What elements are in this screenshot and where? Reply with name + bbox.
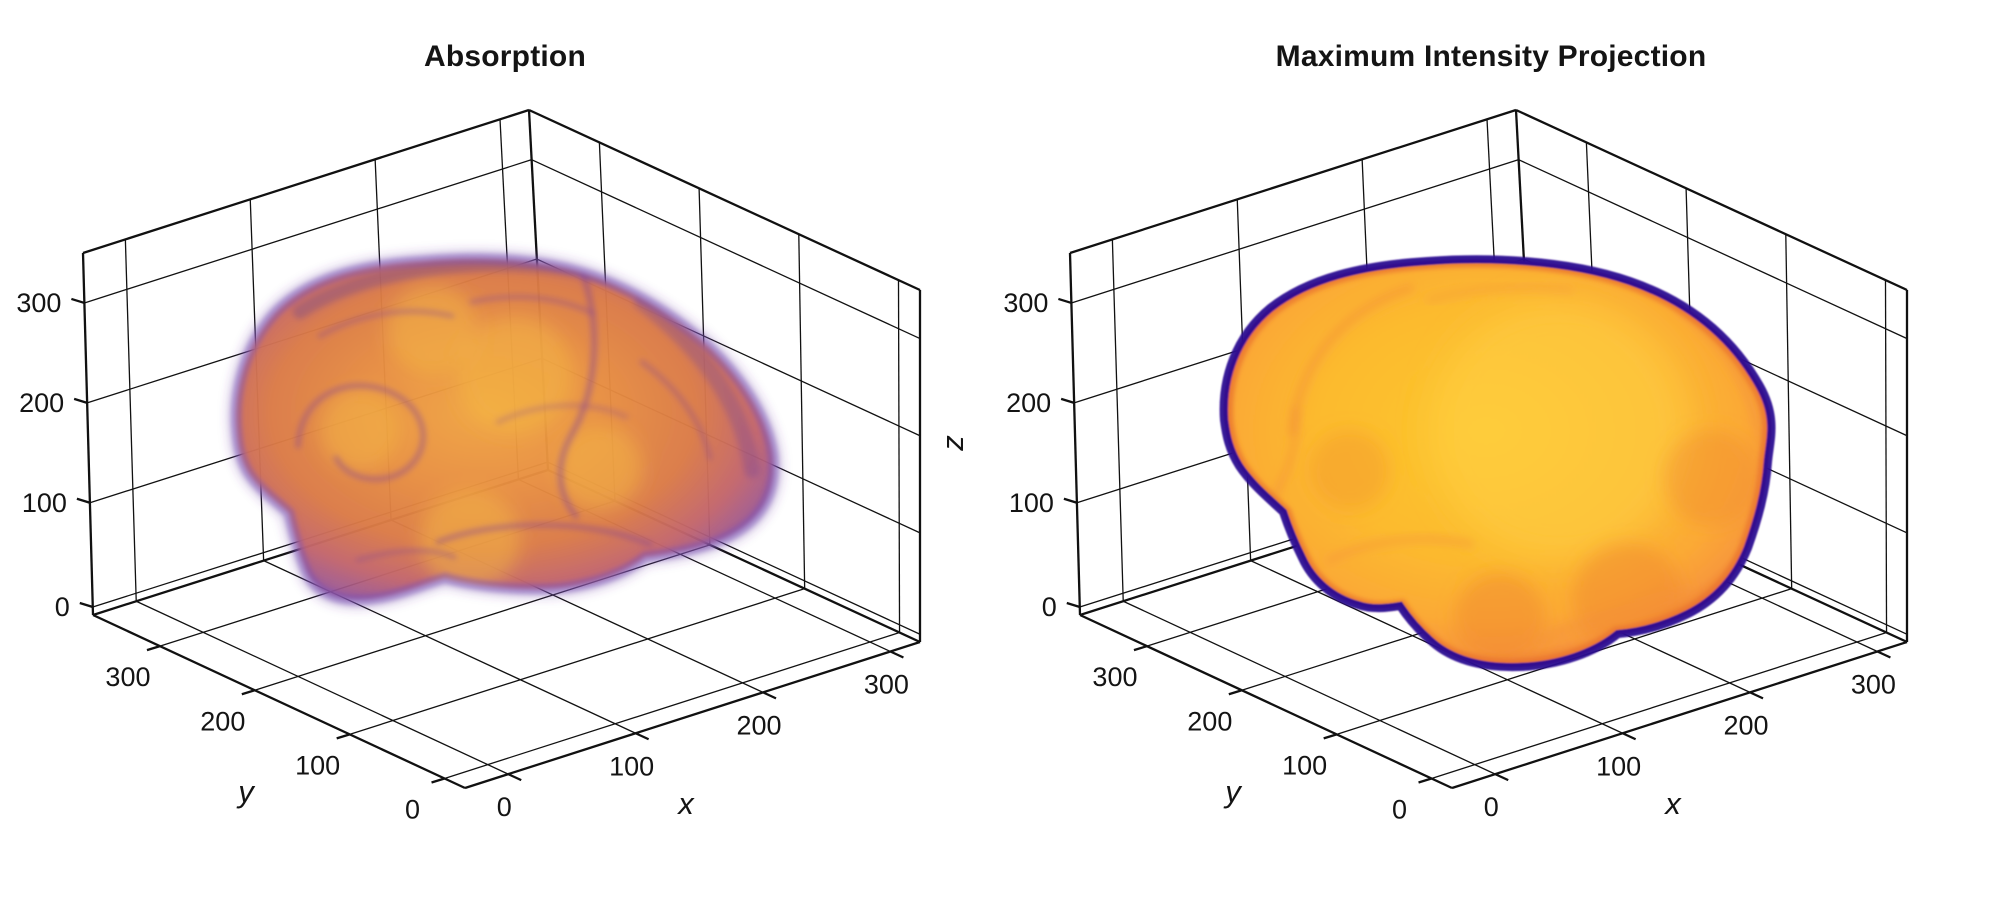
- y-tick-label: 300: [105, 662, 150, 692]
- y-tick-label: 200: [1187, 706, 1232, 736]
- panel-title-mip: Maximum Intensity Projection: [1275, 40, 1707, 73]
- x-tick-label: 200: [736, 710, 781, 740]
- x-axis-label: x: [1663, 786, 1682, 821]
- tick-labels: 0 100 200 300 300 200 100 0 0 100 200 300: [1003, 288, 1896, 825]
- y-tick-label: 0: [405, 794, 420, 824]
- z-tick-label: 200: [19, 388, 64, 418]
- z-tick-label: 200: [1006, 388, 1051, 418]
- x-tick-label: 200: [1723, 710, 1768, 740]
- z-tick-label: 100: [22, 488, 67, 518]
- brain-volume-mip: [1219, 255, 1776, 672]
- z-tick-label: 300: [16, 288, 61, 318]
- z-tick-label: 100: [1009, 488, 1054, 518]
- panel-title-absorption: Absorption: [424, 40, 586, 73]
- brain-volume-absorption: [228, 250, 782, 609]
- z-axis-label: z: [935, 435, 970, 452]
- z-tick-label: 0: [1042, 592, 1057, 622]
- x-axis-label: x: [676, 786, 695, 821]
- tick-marks: [1058, 297, 1891, 784]
- y-axis-label: y: [236, 774, 256, 809]
- z-tick-label: 0: [55, 592, 70, 622]
- tick-labels: 0 100 200 300 300 200 100 0 0 100 200 300: [16, 288, 909, 825]
- tick-marks: [71, 297, 904, 784]
- x-tick-label: 100: [609, 751, 654, 781]
- axis3-panel-absorption: 0 100 200 300 300 200 100 0 0 100 200 300 y x: [16, 108, 922, 825]
- y-axis-label: y: [1223, 774, 1243, 809]
- axis3-panel-mip: 0 100 200 300 300 200 100 0 0 100 200 300 y x z: [935, 108, 1909, 825]
- x-tick-label: 0: [497, 792, 512, 822]
- x-tick-label: 300: [864, 669, 909, 699]
- x-tick-label: 300: [1851, 669, 1896, 699]
- y-tick-label: 100: [295, 750, 340, 780]
- x-tick-label: 100: [1596, 751, 1641, 781]
- y-tick-label: 100: [1282, 750, 1327, 780]
- y-tick-label: 200: [200, 706, 245, 736]
- x-tick-label: 0: [1484, 792, 1499, 822]
- y-tick-label: 0: [1392, 794, 1407, 824]
- z-tick-label: 300: [1003, 288, 1048, 318]
- y-tick-label: 300: [1092, 662, 1137, 692]
